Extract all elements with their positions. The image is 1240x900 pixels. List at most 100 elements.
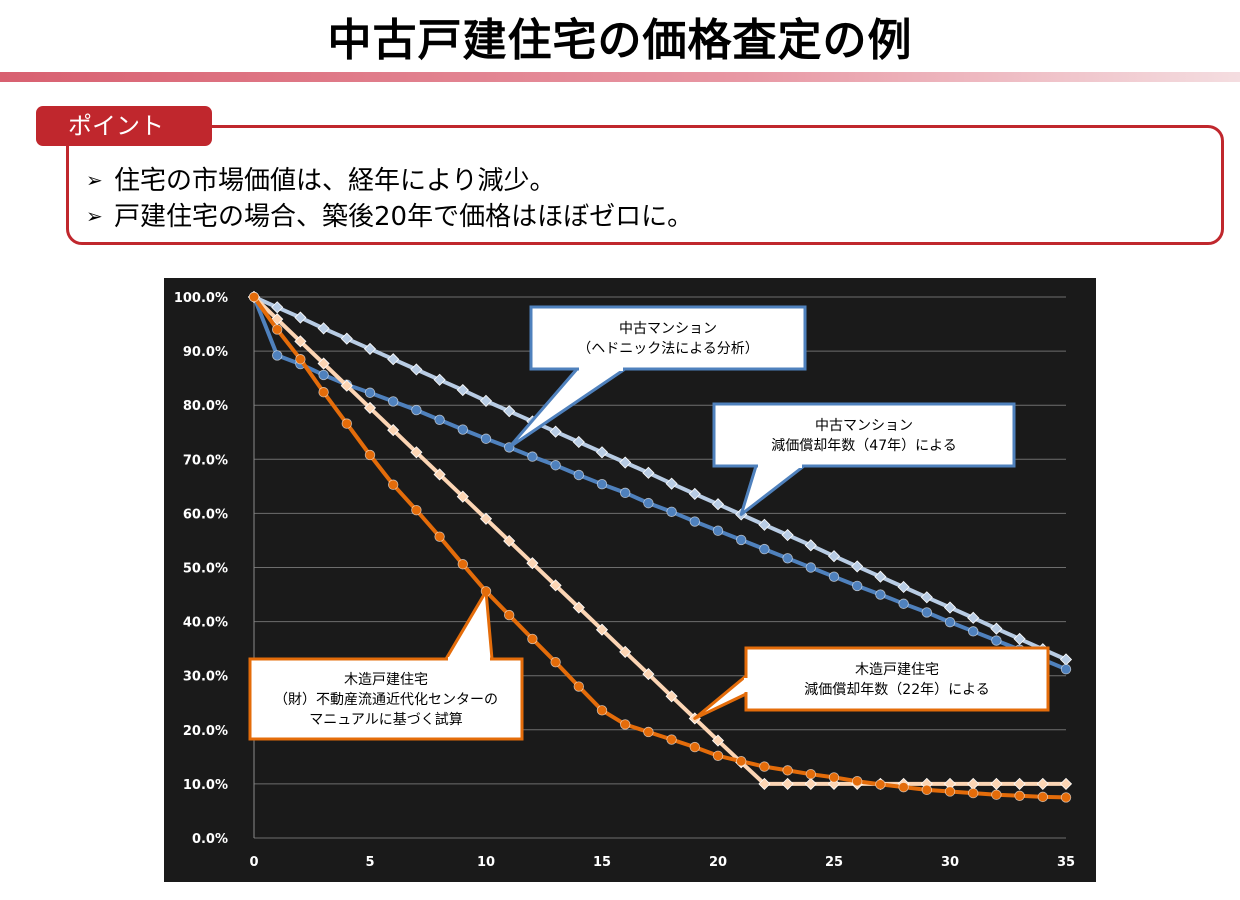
data-point: [410, 446, 423, 459]
data-point: [1013, 777, 1026, 790]
callout-text: 減価償却年数（47年）による: [771, 437, 956, 454]
data-point: [596, 478, 608, 490]
data-point: [434, 414, 445, 426]
callout-text: 中古マンション: [815, 418, 913, 434]
data-point: [804, 539, 817, 552]
data-point: [944, 616, 956, 628]
data-point: [781, 528, 794, 542]
data-point: [549, 425, 562, 438]
callout-text: （財）不動産流通近代化センターの: [274, 692, 498, 708]
bullet-item-1: ➢ 住宅の市場価値は、経年により減少。: [86, 160, 555, 197]
data-point: [1060, 664, 1072, 675]
price-decline-chart: 0.0% 10.0% 20.0% 30.0% 40.0% 50.0% 60.0% 70.0% 8…: [164, 278, 1096, 882]
data-point: [643, 497, 654, 509]
data-point: [526, 557, 539, 570]
data-point: [712, 525, 724, 536]
data-point: [805, 768, 817, 780]
data-point: [573, 469, 585, 481]
callout-text: 減価償却年数（22年）による: [804, 681, 989, 698]
point-box: [66, 125, 1224, 245]
data-point: [642, 668, 655, 681]
data-point: [573, 681, 585, 692]
data-point: [595, 623, 609, 636]
data-point: [943, 601, 957, 614]
data-point: [504, 609, 515, 621]
data-point: [572, 601, 585, 614]
data-point: [1037, 791, 1049, 803]
data-point: [572, 435, 585, 449]
data-point: [619, 645, 632, 658]
data-point: [897, 580, 910, 594]
data-point: [920, 591, 933, 604]
data-point: [527, 633, 538, 645]
data-point: [1036, 777, 1049, 790]
data-point: [968, 626, 979, 637]
y-tick-label: 40.0%: [183, 616, 228, 631]
chart-callouts: 中古マンション （ヘドニック法による分析） 中古マンション減価償却年数（47年）によ…: [248, 305, 1050, 741]
series-wood_manual: [248, 291, 1072, 803]
data-point: [387, 479, 399, 490]
data-point: [991, 789, 1002, 800]
data-point: [363, 401, 377, 414]
x-tick-label: 5: [365, 855, 374, 870]
data-point: [827, 550, 841, 563]
data-point: [480, 433, 492, 444]
data-point: [666, 506, 677, 517]
callout-box: [744, 646, 1050, 712]
data-point: [271, 301, 284, 314]
data-point: [711, 734, 725, 747]
data-point: [1060, 792, 1072, 803]
x-axis-ticks: 0 5 10 15 20 25 30 35: [249, 855, 1075, 870]
data-point: [851, 560, 864, 573]
data-point: [711, 498, 725, 511]
data-point: [457, 424, 469, 435]
data-point: [759, 761, 770, 772]
bullet-arrow-icon: ➢: [86, 204, 103, 228]
data-point: [828, 571, 840, 582]
data-point: [318, 387, 329, 398]
data-point: [944, 786, 956, 797]
callout-mansion_hedonic: 中古マンション （ヘドニック法による分析）: [507, 305, 807, 449]
data-point: [411, 504, 422, 516]
y-tick-label: 50.0%: [183, 562, 228, 577]
data-point: [527, 451, 538, 462]
y-tick-label: 60.0%: [183, 507, 228, 522]
data-point: [294, 335, 307, 348]
data-point: [805, 562, 817, 573]
x-tick-label: 35: [1057, 855, 1075, 870]
x-tick-label: 25: [825, 855, 843, 870]
data-point: [595, 446, 609, 459]
title-underline-bar: [0, 72, 1240, 82]
data-point: [968, 787, 979, 799]
data-point: [898, 598, 909, 609]
data-point: [434, 531, 445, 542]
callout-box: [712, 402, 1016, 468]
y-tick-label: 70.0%: [183, 453, 228, 468]
data-point: [340, 379, 353, 392]
x-tick-label: 20: [709, 855, 727, 870]
data-point: [387, 424, 400, 437]
bullet-item-2: ➢ 戸建住宅の場合、築後20年で価格はほぼゼロに。: [86, 196, 693, 233]
data-point: [1014, 790, 1025, 802]
data-point: [294, 311, 307, 324]
y-tick-label: 80.0%: [183, 399, 228, 414]
data-point: [479, 512, 493, 525]
data-point: [828, 772, 840, 783]
callout-text: （ヘドニック法による分析）: [577, 341, 759, 357]
data-point: [712, 750, 724, 761]
callout-text: 中古マンション: [619, 321, 717, 337]
data-point: [689, 516, 701, 527]
data-point: [875, 779, 886, 790]
data-point: [433, 468, 446, 481]
data-point: [340, 332, 353, 345]
data-point: [479, 394, 493, 407]
data-point: [410, 363, 423, 376]
data-point: [852, 775, 863, 787]
data-point: [456, 383, 469, 397]
callout-box: [529, 305, 807, 371]
data-point: [1013, 632, 1026, 645]
data-point: [782, 765, 793, 776]
y-tick-label: 0.0%: [192, 832, 228, 847]
data-point: [758, 777, 771, 790]
